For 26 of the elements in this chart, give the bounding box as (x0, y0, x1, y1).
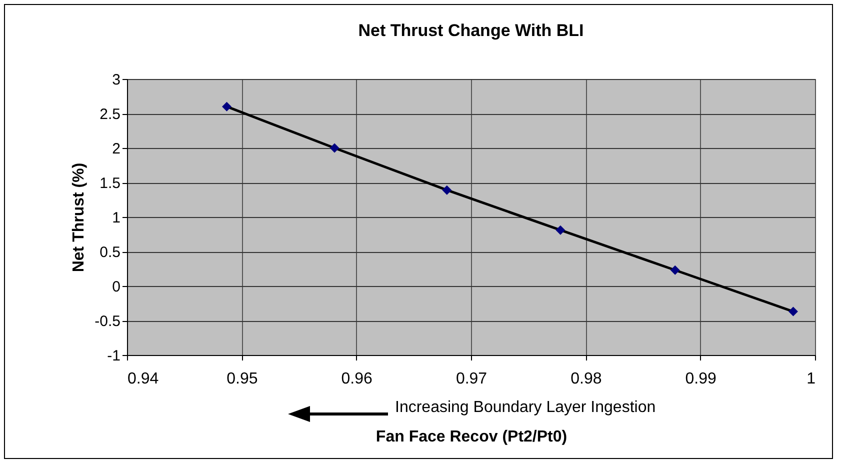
y-tick-label: 1.5 (100, 175, 120, 192)
x-axis-title: Fan Face Recov (Pt2/Pt0) (376, 428, 568, 446)
point (442, 185, 452, 195)
x-tick-label: 0.98 (570, 370, 602, 388)
x-tick-label: 0.96 (341, 370, 373, 388)
chart-title: Net Thrust Change With BLI (358, 21, 584, 40)
x-tick-label: 0.99 (685, 370, 717, 388)
point (670, 265, 680, 275)
point (556, 225, 566, 235)
y-tick-label: 2 (112, 140, 120, 158)
y-tick-label: 2.5 (100, 106, 120, 123)
y-tick-label: 3 (112, 72, 120, 88)
y-axis-title: Net Thrust (%) (70, 162, 88, 272)
x-tick-label: 0.94 (128, 370, 159, 388)
y-tick-label: 0 (112, 278, 120, 296)
point (222, 102, 232, 112)
y-tick-label: 1 (112, 210, 120, 226)
y-tick-label: 0.5 (100, 244, 120, 261)
point (788, 306, 798, 316)
x-tick-label: 1 (806, 370, 816, 388)
y-tick-label: -0.5 (94, 313, 120, 330)
x-tick-label: 0.95 (226, 370, 258, 388)
text: Increasing Boundary Layer Ingestion (395, 399, 656, 417)
x-tick-label: 0.97 (456, 370, 488, 388)
point (330, 143, 340, 153)
y-tick-label: -1 (107, 348, 120, 364)
